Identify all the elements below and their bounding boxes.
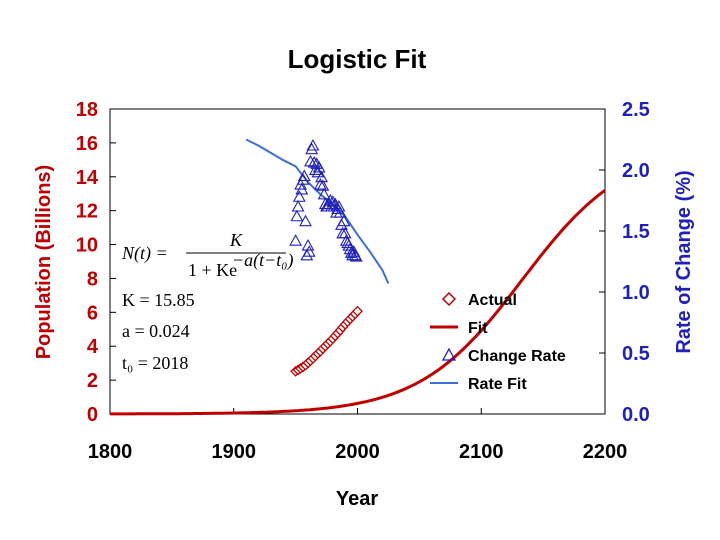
change-rate-point [317,187,331,200]
actual-point [352,305,363,317]
x-tick-label: 2200 [583,441,628,463]
right-y-tick-label: 0.5 [622,343,650,365]
chart-title: Logistic Fit [288,44,427,74]
change-rate-point [308,163,322,175]
right-y-tick-label: 1.0 [622,282,650,304]
right-y-tick-label: 2.5 [622,99,650,121]
change-rate-point [305,142,319,155]
equation-a: a = 0.024 [122,321,190,341]
left-y-tick-label: 16 [76,133,98,155]
change-rate-point [296,173,310,185]
legend-marker-change-rate [441,347,457,361]
right-y-tick-label: 2.0 [622,160,650,182]
x-tick-label: 1800 [88,441,133,463]
x-tick-label: 2100 [459,441,504,463]
change-rate-point [322,197,336,210]
left-y-tick-label: 2 [87,370,98,392]
series-layer [110,138,606,416]
left-y-tick-label: 12 [76,201,98,223]
left-y-tick-label: 6 [87,302,98,324]
left-y-tick-label: 0 [87,404,98,426]
x-axis-label: Year [336,488,378,510]
change-rate-point [326,195,340,207]
left-y-tick-label: 14 [76,167,99,189]
x-tick-label: 2000 [335,441,380,463]
change-rate-point [312,160,326,173]
equation-t0: t₀ = 2018 [122,353,188,373]
change-rate-point [304,154,317,167]
x-axis: 1800 1900 2000 2100 2200 [88,408,628,463]
left-y-tick-label: 18 [76,99,98,121]
legend: Actual Fit Change Rate Rate Fit [430,291,566,393]
right-y-tick-label: 0.0 [622,404,650,426]
series-fit-line [110,189,606,416]
change-rate-point [290,209,304,222]
left-y-tick-label: 8 [87,268,98,290]
equation-numerator: K [229,230,243,250]
change-rate-point [332,199,346,212]
change-rate-point [337,214,351,227]
change-rate-point [306,138,320,151]
legend-label-change-rate: Change Rate [468,348,566,365]
left-y-tick-label: 10 [76,235,98,257]
change-rate-point [299,214,312,227]
left-y-tick-label: 4 [87,336,99,358]
change-rate-point [302,245,316,257]
legend-label-rate-fit: Rate Fit [468,376,527,393]
equation: N(t) = K 1 + Ke −a(t−t₀) K = 15.85 a = 0… [121,230,294,373]
change-rate-point [289,234,303,246]
change-rate-point [295,182,309,195]
series-rate-fit-line [245,138,390,284]
right-y-axis: 0.0 0.5 1.0 1.5 2.0 2.5 [599,99,650,426]
right-y-tick-label: 1.5 [622,221,650,243]
equation-exponent: −a(t−t₀) [232,250,294,271]
right-y-axis-label: Rate of Change (%) [673,170,695,353]
change-rate-point [323,193,337,206]
legend-marker-actual [441,291,457,307]
left-y-axis-label: Population (Billions) [33,165,55,359]
equation-k: K = 15.85 [122,290,195,310]
change-rate-point [297,169,311,182]
change-rate-point [291,199,305,212]
change-rate-point [342,239,356,251]
left-y-axis: 0 2 4 6 8 10 12 14 16 18 [76,99,116,426]
legend-label-fit: Fit [468,320,488,337]
change-rate-point [292,190,306,202]
change-rate-point [301,239,315,251]
change-rate-point [333,206,347,218]
equation-denominator: 1 + Ke [188,260,237,280]
change-rate-point [349,249,363,262]
x-tick-label: 1900 [212,441,257,463]
change-rate-point [313,178,327,190]
legend-label-actual: Actual [468,292,517,309]
equation-lhs: N(t) = [121,243,168,264]
